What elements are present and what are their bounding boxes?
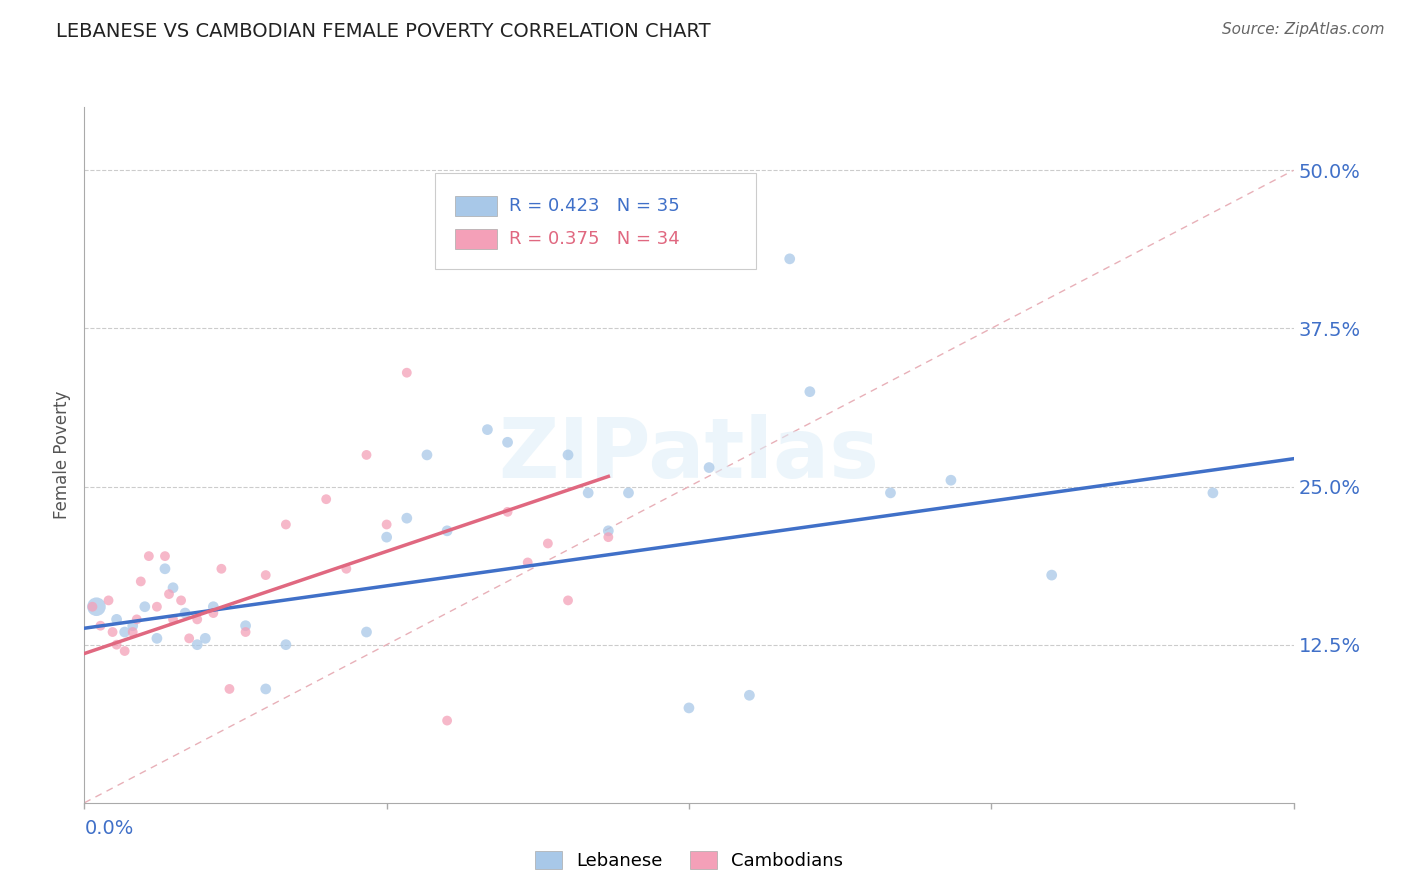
Point	[86, 599, 108, 614]
Point	[218, 681, 240, 696]
Point	[162, 612, 184, 626]
Point	[146, 599, 169, 614]
Point	[202, 599, 225, 614]
Point	[799, 384, 821, 399]
Point	[235, 625, 257, 640]
Point	[186, 638, 208, 652]
Point	[179, 632, 201, 646]
Point	[274, 638, 297, 652]
Point	[436, 714, 458, 728]
Point	[121, 618, 143, 632]
Point	[516, 556, 538, 570]
Point	[356, 625, 378, 640]
Point	[82, 599, 104, 614]
Point	[598, 524, 620, 538]
Y-axis label: Female Poverty: Female Poverty	[53, 391, 72, 519]
Point	[114, 644, 136, 658]
Point	[146, 632, 169, 646]
Point	[194, 632, 217, 646]
Point	[738, 688, 761, 702]
Point	[557, 448, 579, 462]
Point	[617, 486, 640, 500]
Point	[105, 612, 128, 626]
Point	[174, 606, 197, 620]
Point	[1040, 568, 1063, 582]
Text: Source: ZipAtlas.com: Source: ZipAtlas.com	[1222, 22, 1385, 37]
Text: R = 0.375   N = 34: R = 0.375 N = 34	[509, 230, 679, 248]
Point	[697, 460, 720, 475]
Point	[129, 574, 152, 589]
Point	[375, 530, 398, 544]
Point	[157, 587, 180, 601]
Point	[101, 625, 124, 640]
Point	[375, 517, 398, 532]
Point	[576, 486, 599, 500]
Point	[105, 638, 128, 652]
Point	[186, 612, 208, 626]
Point	[395, 511, 418, 525]
Point	[939, 473, 962, 487]
Point	[254, 681, 277, 696]
Point	[436, 524, 458, 538]
Point	[879, 486, 901, 500]
Point	[335, 562, 357, 576]
Point	[416, 448, 439, 462]
Point	[162, 581, 184, 595]
Point	[274, 517, 297, 532]
Legend: Lebanese, Cambodians: Lebanese, Cambodians	[527, 844, 851, 877]
Point	[537, 536, 560, 550]
Point	[202, 606, 225, 620]
Point	[678, 701, 700, 715]
Point	[1202, 486, 1225, 500]
Point	[315, 492, 337, 507]
Point	[254, 568, 277, 582]
Text: ZIPatlas: ZIPatlas	[499, 415, 879, 495]
Point	[125, 612, 148, 626]
Text: R = 0.423   N = 35: R = 0.423 N = 35	[509, 197, 679, 215]
Point	[779, 252, 801, 266]
Point	[121, 625, 143, 640]
Point	[557, 593, 579, 607]
Point	[89, 618, 111, 632]
Text: LEBANESE VS CAMBODIAN FEMALE POVERTY CORRELATION CHART: LEBANESE VS CAMBODIAN FEMALE POVERTY COR…	[56, 22, 711, 41]
Point	[235, 618, 257, 632]
Point	[477, 423, 499, 437]
Point	[114, 625, 136, 640]
Point	[138, 549, 160, 563]
Text: 0.0%: 0.0%	[84, 819, 134, 838]
Point	[496, 505, 519, 519]
Point	[356, 448, 378, 462]
Point	[153, 549, 176, 563]
Point	[134, 599, 156, 614]
Point	[97, 593, 120, 607]
Point	[395, 366, 418, 380]
Point	[598, 530, 620, 544]
Point	[170, 593, 193, 607]
Point	[496, 435, 519, 450]
Point	[209, 562, 232, 576]
Point	[153, 562, 176, 576]
